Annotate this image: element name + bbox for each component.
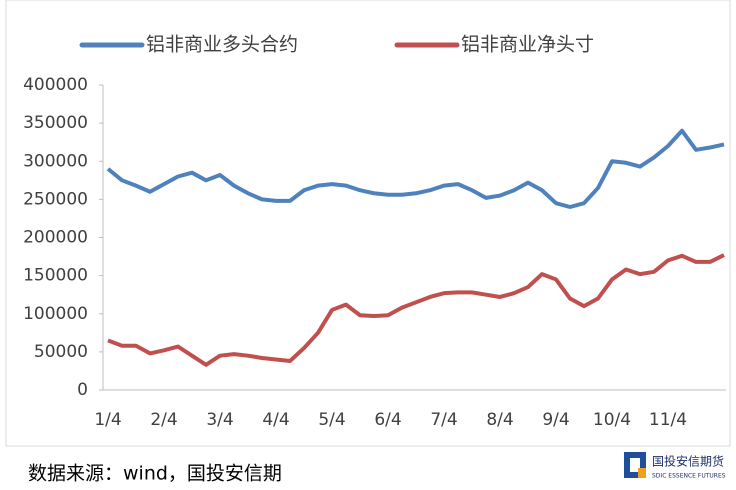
y-tick-label: 50000	[34, 342, 88, 362]
chart-border	[5, 0, 731, 447]
logo-subtitle: SDIC ESSENCE FUTURES	[652, 473, 726, 480]
x-tick-label: 8/4	[486, 410, 513, 430]
x-tick-label: 4/4	[262, 410, 289, 430]
logo-icon-inner	[630, 458, 640, 472]
series-line	[106, 128, 725, 209]
x-tick-label: 11/4	[649, 410, 687, 430]
y-tick-label: 400000	[23, 75, 88, 95]
y-tick-label: 300000	[23, 151, 88, 171]
x-tick-label: 1/4	[94, 410, 121, 430]
y-tick-label: 250000	[23, 189, 88, 209]
x-tick-label: 10/4	[593, 410, 631, 430]
series-line	[107, 253, 725, 367]
x-tick-label: 2/4	[150, 410, 177, 430]
x-tick-label: 3/4	[206, 410, 233, 430]
logo-icon-accent	[638, 468, 646, 478]
logo-name: 国投安信期货	[652, 454, 724, 469]
legend-label: 铝非商业净头寸	[461, 34, 594, 56]
legend-label: 铝非商业多头合约	[146, 34, 298, 56]
source-note: 数据来源：wind，国投安信期	[28, 463, 282, 485]
y-tick-label: 350000	[23, 113, 88, 133]
y-tick-label: 150000	[23, 266, 88, 286]
x-tick-label: 9/4	[542, 410, 569, 430]
y-tick-label: 100000	[23, 304, 88, 324]
y-tick-label: 200000	[23, 228, 88, 248]
y-tick-label: 0	[77, 380, 88, 400]
x-tick-label: 6/4	[374, 410, 401, 430]
x-tick-label: 5/4	[318, 410, 345, 430]
x-tick-label: 7/4	[430, 410, 457, 430]
